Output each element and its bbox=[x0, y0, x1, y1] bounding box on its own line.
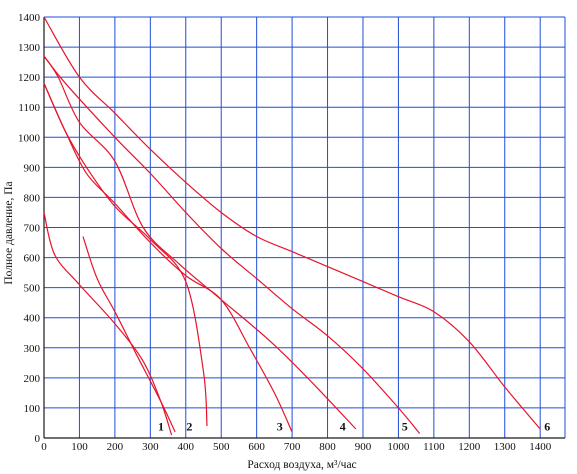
x-axis-label: Расход воздуха, м³/час bbox=[247, 459, 356, 471]
x-tick-label-1200: 1200 bbox=[458, 441, 481, 453]
x-tick-label-700: 700 bbox=[284, 441, 301, 453]
x-tick-label-900: 900 bbox=[355, 441, 372, 453]
curve-label-3: 3 bbox=[277, 419, 283, 433]
y-tick-label-1200: 1200 bbox=[18, 72, 41, 84]
x-tick-label-300: 300 bbox=[142, 441, 159, 453]
curve-label-6: 6 bbox=[544, 419, 550, 433]
curve-5-5 bbox=[43, 55, 421, 434]
curve-4-4 bbox=[43, 55, 357, 430]
y-tick-label-1000: 1000 bbox=[18, 132, 41, 144]
y-tick-label-700: 700 bbox=[24, 223, 41, 235]
y-tick-label-1300: 1300 bbox=[18, 42, 41, 54]
y-tick-label-300: 300 bbox=[24, 343, 41, 355]
x-tick-label-1300: 1300 bbox=[494, 441, 517, 453]
x-tick-label-100: 100 bbox=[71, 441, 88, 453]
curve-1-0 bbox=[43, 212, 173, 436]
curve-1-1 bbox=[82, 236, 176, 433]
x-tick-label-1100: 1100 bbox=[423, 441, 445, 453]
curves bbox=[43, 16, 541, 436]
y-tick-label-1400: 1400 bbox=[18, 12, 41, 24]
x-tick-label-1000: 1000 bbox=[387, 441, 410, 453]
y-tick-label-100: 100 bbox=[24, 403, 41, 415]
curve-label-1: 1 bbox=[158, 419, 164, 433]
curve-6-6 bbox=[43, 16, 541, 430]
y-tick-label-900: 900 bbox=[24, 162, 41, 174]
curve-3-3 bbox=[43, 82, 293, 433]
x-tick-labels: 0 100 200 300 400 500 600 700 800 900 1000 1100 1200… bbox=[41, 441, 551, 453]
x-tick-label-800: 800 bbox=[319, 441, 336, 453]
curve-label-4: 4 bbox=[340, 419, 346, 433]
x-tick-label-400: 400 bbox=[178, 441, 195, 453]
y-tick-label-200: 200 bbox=[24, 373, 41, 385]
curve-2-2 bbox=[43, 82, 208, 427]
y-tick-label-500: 500 bbox=[24, 283, 41, 295]
y-tick-label-400: 400 bbox=[24, 313, 41, 325]
curve-label-5: 5 bbox=[402, 419, 408, 433]
x-tick-label-1400: 1400 bbox=[529, 441, 552, 453]
x-tick-label-0: 0 bbox=[41, 441, 47, 453]
curve-labels: 1 2 3 4 5 6 bbox=[158, 419, 550, 433]
curve-label-2: 2 bbox=[186, 419, 192, 433]
y-tick-label-800: 800 bbox=[24, 192, 41, 204]
y-tick-label-600: 600 bbox=[24, 253, 41, 265]
y-axis-label: Полное давление, Па bbox=[3, 181, 15, 284]
y-tick-label-1100: 1100 bbox=[18, 102, 40, 114]
y-tick-label-0: 0 bbox=[35, 433, 41, 445]
x-tick-label-500: 500 bbox=[213, 441, 230, 453]
x-tick-label-600: 600 bbox=[248, 441, 265, 453]
y-tick-labels: 0 100 200 300 400 500 600 700 800 900 1000 1100 1200… bbox=[18, 12, 41, 445]
grid-lines bbox=[43, 16, 566, 439]
x-tick-label-200: 200 bbox=[107, 441, 124, 453]
